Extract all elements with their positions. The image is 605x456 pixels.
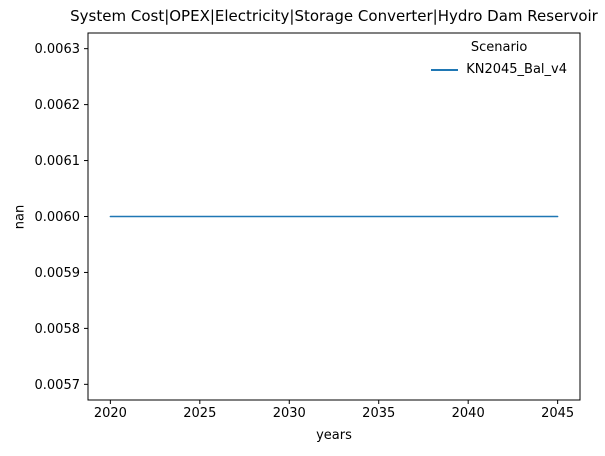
x-tick-label: 2040 (452, 406, 485, 421)
y-tick-label: 0.0059 (35, 266, 81, 281)
chart-title: System Cost|OPEX|Electricity|Storage Con… (70, 7, 598, 25)
x-tick-label: 2025 (183, 406, 216, 421)
y-tick-label: 0.0062 (35, 98, 81, 113)
y-tick-label: 0.0058 (35, 322, 81, 337)
y-tick-label: 0.0061 (35, 154, 81, 169)
legend-entry: KN2045_Bal_v4 (431, 60, 567, 79)
x-tick-label: 2045 (541, 406, 574, 421)
x-tick-label: 2035 (362, 406, 395, 421)
x-tick-label: 2020 (94, 406, 127, 421)
y-tick-label: 0.0057 (35, 378, 81, 393)
y-tick-label: 0.0060 (35, 210, 81, 225)
x-axis-label: years (316, 428, 352, 443)
legend-entry-label: KN2045_Bal_v4 (466, 62, 567, 77)
legend-line-sample (431, 68, 459, 71)
y-tick-label: 0.0063 (35, 42, 81, 57)
legend: Scenario KN2045_Bal_v4 (431, 38, 567, 79)
legend-title: Scenario (470, 40, 528, 55)
x-tick-label: 2030 (273, 406, 306, 421)
